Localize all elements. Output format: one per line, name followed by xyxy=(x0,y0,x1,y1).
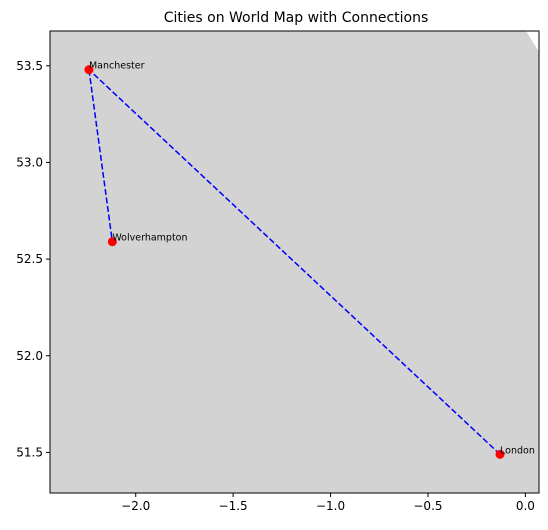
chart-title: Cities on World Map with Connections xyxy=(164,10,429,26)
x-tick-label: −1.5 xyxy=(219,499,248,513)
y-tick-label: 53.5 xyxy=(16,59,43,73)
city-point-wolverhampton xyxy=(107,237,117,247)
city-label-manchester: Manchester xyxy=(89,61,145,72)
city-point-london xyxy=(495,449,505,459)
x-tick-label: −0.5 xyxy=(413,499,442,513)
connection-line-manchester-wolverhampton xyxy=(88,69,114,242)
x-tick-label: −2.0 xyxy=(121,499,150,513)
x-tick-label: −1.0 xyxy=(316,499,345,513)
y-tick-label: 51.5 xyxy=(16,445,43,459)
x-tick-label: 0.0 xyxy=(516,499,535,513)
y-tick-label: 52.0 xyxy=(16,349,43,363)
sea-area xyxy=(526,31,539,52)
city-label-london: London xyxy=(500,445,535,456)
connection-line-london-manchester xyxy=(88,69,501,455)
plot-frame xyxy=(49,30,540,494)
plot-background xyxy=(50,31,539,493)
city-point-manchester xyxy=(84,65,94,75)
y-tick-label: 53.0 xyxy=(16,155,43,169)
city-label-wolverhampton: Wolverhampton xyxy=(112,233,187,244)
y-tick-label: 52.5 xyxy=(16,252,43,266)
